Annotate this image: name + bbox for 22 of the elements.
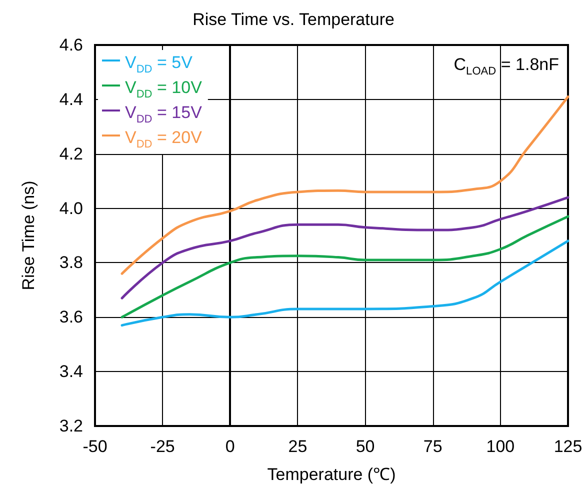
- x-tick-label: 0: [225, 437, 235, 456]
- x-tick-label: -50: [82, 437, 108, 456]
- x-tick-label: 125: [554, 437, 582, 456]
- y-tick-label: 3.6: [59, 308, 83, 327]
- x-tick-label: 100: [486, 437, 515, 456]
- y-tick-label: 4.0: [59, 198, 83, 218]
- line-series: [120, 215, 570, 318]
- x-tick-label: 25: [288, 437, 308, 456]
- y-tick-label: 4.6: [59, 36, 83, 54]
- y-tick-label: 3.2: [59, 416, 83, 436]
- y-tick-label: 4.4: [59, 90, 83, 109]
- line-series: [120, 240, 570, 327]
- y-tick-label: 4.2: [59, 144, 83, 164]
- line-series: [120, 196, 570, 300]
- y-axis-title: Rise Time (ns): [19, 180, 38, 290]
- chart-title: Rise Time vs. Temperature: [192, 10, 394, 29]
- x-tick-label: -25: [150, 437, 175, 456]
- y-tick-label: 3.8: [59, 253, 83, 272]
- y-tick-label: 3.4: [59, 362, 83, 382]
- x-tick-label: 50: [356, 437, 375, 456]
- x-axis-title: Temperature (℃): [267, 465, 396, 484]
- x-tick-label: 75: [423, 437, 442, 456]
